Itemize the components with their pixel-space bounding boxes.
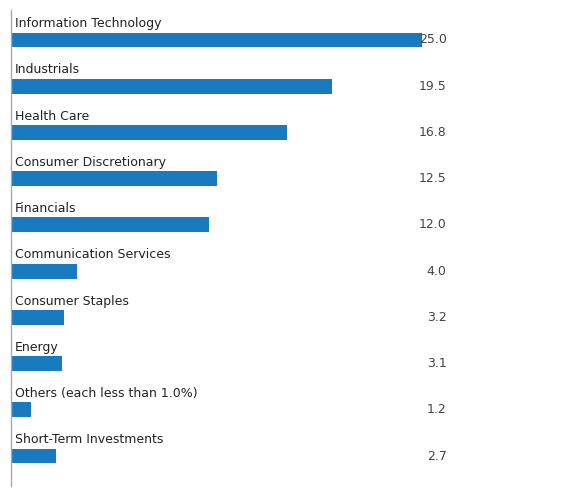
Bar <box>11 356 62 371</box>
Text: 3.2: 3.2 <box>427 311 447 324</box>
Text: 16.8: 16.8 <box>419 126 447 139</box>
Bar <box>11 449 56 463</box>
Text: Communication Services: Communication Services <box>15 248 170 261</box>
Bar <box>11 33 422 47</box>
Bar <box>11 171 217 186</box>
Text: 12.5: 12.5 <box>419 172 447 185</box>
Text: 3.1: 3.1 <box>427 357 447 370</box>
Bar <box>11 402 31 417</box>
Text: Health Care: Health Care <box>15 110 89 123</box>
Text: Industrials: Industrials <box>15 63 80 76</box>
Bar <box>11 79 332 94</box>
Bar <box>11 217 209 232</box>
Text: Short-Term Investments: Short-Term Investments <box>15 434 163 446</box>
Text: Financials: Financials <box>15 202 76 215</box>
Text: Others (each less than 1.0%): Others (each less than 1.0%) <box>15 387 197 400</box>
Text: 19.5: 19.5 <box>419 80 447 93</box>
Text: Information Technology: Information Technology <box>15 17 161 30</box>
Bar <box>11 310 64 325</box>
Text: Consumer Discretionary: Consumer Discretionary <box>15 156 166 169</box>
Text: Consumer Staples: Consumer Staples <box>15 295 128 308</box>
Text: 2.7: 2.7 <box>427 449 447 463</box>
Text: Energy: Energy <box>15 341 58 354</box>
Text: 1.2: 1.2 <box>427 403 447 416</box>
Bar <box>11 125 288 140</box>
Text: 4.0: 4.0 <box>427 264 447 278</box>
Text: 25.0: 25.0 <box>419 33 447 47</box>
Bar <box>11 264 77 279</box>
Text: 12.0: 12.0 <box>419 218 447 232</box>
